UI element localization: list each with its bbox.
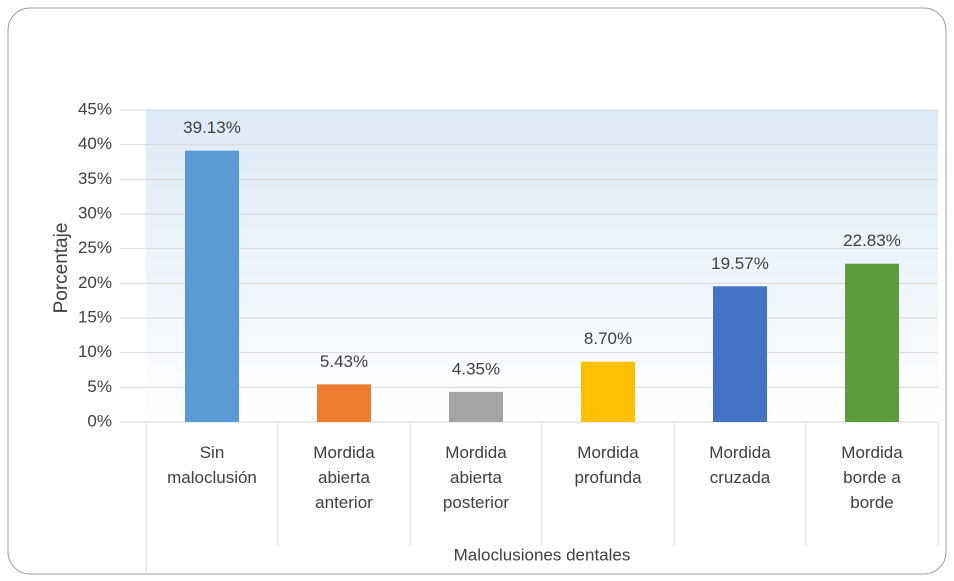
y-tick-label: 15% xyxy=(78,307,112,326)
x-tick-label: Mordida abierta anterior xyxy=(313,443,375,512)
bar xyxy=(449,391,503,422)
x-tick-label: Mordida abierta posterior xyxy=(442,443,510,512)
x-tick-label: Mordida profunda xyxy=(574,443,642,487)
y-tick-label: 35% xyxy=(78,169,112,188)
data-label: 39.13% xyxy=(183,118,241,137)
y-tick-label: 30% xyxy=(78,203,112,222)
y-tick-label: 45% xyxy=(78,99,112,118)
data-label: 8.70% xyxy=(584,329,632,348)
y-tick-label: 5% xyxy=(87,377,112,396)
x-tick-label: Mordida cruzada xyxy=(709,443,771,487)
x-tick-label: Sin maloclusión xyxy=(167,443,257,487)
y-tick-label: 10% xyxy=(78,342,112,361)
x-tick-label: Mordida borde a borde xyxy=(841,443,903,512)
y-axis-title: Porcentaje xyxy=(51,223,72,314)
x-axis-title: Maloclusiones dentales xyxy=(454,545,631,564)
bar xyxy=(713,286,767,422)
data-label: 19.57% xyxy=(711,254,769,273)
data-label: 22.83% xyxy=(843,231,901,250)
y-tick-label: 20% xyxy=(78,273,112,292)
bar xyxy=(845,263,899,422)
plot-background xyxy=(146,110,938,422)
data-label: 4.35% xyxy=(452,359,500,378)
bar xyxy=(317,384,371,422)
y-tick-label: 0% xyxy=(87,411,112,430)
data-label: 5.43% xyxy=(320,352,368,371)
bar xyxy=(581,361,635,422)
y-tick-label: 25% xyxy=(78,238,112,257)
y-tick-label: 40% xyxy=(78,134,112,153)
bar xyxy=(185,150,239,422)
